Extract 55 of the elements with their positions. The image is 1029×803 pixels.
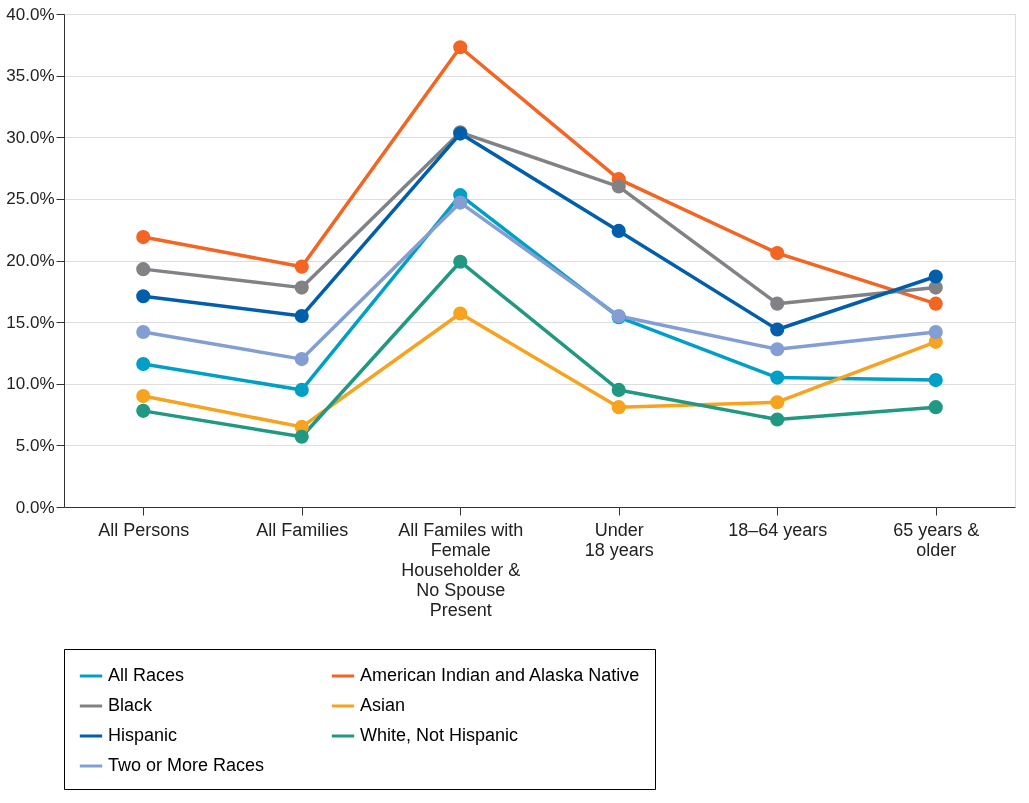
x-tick-label: All Persons bbox=[98, 519, 190, 540]
y-tick-label: 10.0% bbox=[6, 374, 55, 394]
x-tick-label: Under 18 years bbox=[584, 519, 654, 560]
point bbox=[453, 195, 468, 210]
point bbox=[611, 382, 626, 397]
point bbox=[928, 400, 943, 415]
legend-label: Black bbox=[108, 695, 154, 715]
y-tick-label: 15.0% bbox=[6, 312, 55, 332]
x-tick-label: All Familes with Female Householder & No Spouse Present bbox=[398, 519, 524, 620]
point bbox=[770, 370, 785, 385]
point bbox=[453, 40, 468, 55]
y-tick-label: 5.0% bbox=[15, 435, 55, 455]
x-tick-label: 65 years & older bbox=[893, 519, 980, 560]
point bbox=[770, 322, 785, 337]
point bbox=[136, 230, 151, 245]
y-tick-label: 25.0% bbox=[6, 189, 55, 209]
x-tick-label: 18–64 years bbox=[728, 519, 828, 540]
point bbox=[294, 308, 309, 324]
legend-label: Asian bbox=[360, 695, 406, 715]
y-tick-label: 20.0% bbox=[6, 251, 55, 270]
legend-label: American Indian and Alaska Native bbox=[360, 665, 640, 685]
point bbox=[136, 403, 151, 418]
point bbox=[453, 254, 468, 269]
point bbox=[136, 389, 151, 404]
point bbox=[770, 296, 785, 311]
y-tick-label: 30.0% bbox=[6, 127, 55, 147]
y-tick-label: 35.0% bbox=[6, 66, 55, 86]
point bbox=[928, 269, 943, 284]
point bbox=[453, 306, 468, 321]
point bbox=[136, 356, 151, 372]
point bbox=[294, 429, 309, 444]
point bbox=[136, 262, 151, 277]
point bbox=[294, 352, 309, 367]
point bbox=[770, 246, 785, 261]
x-tick-label: All Families bbox=[256, 519, 349, 540]
point bbox=[770, 412, 785, 427]
point bbox=[928, 324, 943, 340]
legend-label: All Races bbox=[108, 665, 185, 685]
point bbox=[611, 400, 626, 415]
point bbox=[770, 395, 785, 410]
point bbox=[136, 324, 151, 340]
y-tick-label: 40.0% bbox=[6, 4, 55, 24]
legend-label: Hispanic bbox=[108, 725, 178, 745]
point bbox=[136, 289, 151, 304]
point bbox=[294, 280, 309, 295]
point bbox=[294, 382, 309, 397]
legend-label: White, Not Hispanic bbox=[360, 725, 519, 745]
point bbox=[928, 373, 943, 388]
point bbox=[928, 296, 943, 311]
point bbox=[611, 223, 626, 238]
y-tick-label: 0.0% bbox=[15, 497, 55, 517]
point bbox=[294, 259, 309, 274]
point bbox=[770, 342, 785, 357]
point bbox=[611, 179, 626, 194]
legend-label: Two or More Races bbox=[108, 755, 265, 775]
